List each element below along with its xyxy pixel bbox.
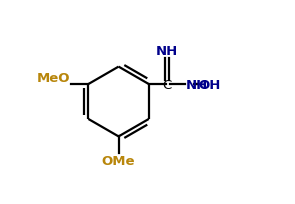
Text: OH: OH xyxy=(198,78,220,91)
Text: OMe: OMe xyxy=(102,154,135,167)
Text: NH: NH xyxy=(186,78,208,91)
Text: C: C xyxy=(162,78,171,91)
Text: NH: NH xyxy=(156,45,178,58)
Text: MeO: MeO xyxy=(37,71,71,84)
